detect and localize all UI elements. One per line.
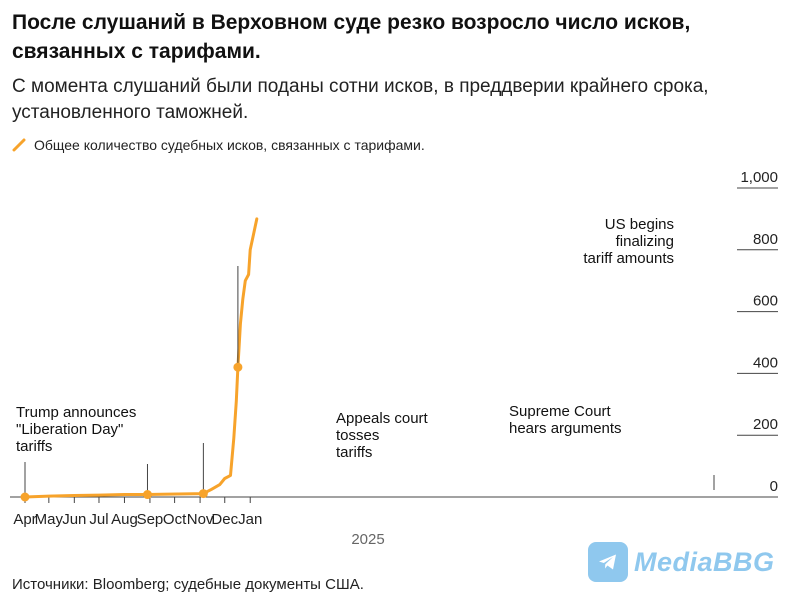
y-tick-label: 400 bbox=[753, 354, 778, 371]
annotation-label: US begins finalizing tariff amounts bbox=[583, 216, 674, 267]
x-tick-label: Aug bbox=[111, 511, 138, 528]
annotation-label-line: "Liberation Day" bbox=[16, 421, 123, 438]
annotation-marker bbox=[142, 490, 152, 500]
annotation-label-line: US begins bbox=[605, 216, 674, 233]
annotation-marker bbox=[198, 489, 208, 499]
annotation-label-line: Trump announces bbox=[16, 404, 136, 421]
x-tick-label: Sep bbox=[137, 511, 164, 528]
legend-label: Общее количество судебных исков, связанн… bbox=[34, 137, 425, 153]
annotation-label: Appeals court tosses tariffs bbox=[336, 410, 429, 461]
source-note: Источники: Bloomberg; судебные документы… bbox=[12, 576, 364, 593]
x-tick-label: Nov bbox=[187, 511, 214, 528]
annotation-label-line: Appeals court bbox=[336, 410, 429, 427]
y-tick-label: 800 bbox=[753, 231, 778, 248]
annotation-label-line: hears arguments bbox=[509, 420, 622, 437]
chart-legend: Общее количество судебных исков, связанн… bbox=[12, 137, 425, 153]
annotation-label-line: tosses bbox=[336, 427, 379, 444]
y-tick-label: 1,000 bbox=[740, 169, 778, 186]
annotation-marker bbox=[20, 492, 30, 502]
telegram-icon bbox=[588, 542, 628, 582]
watermark: MediaBBG bbox=[588, 542, 775, 582]
annotation-label-line: tariffs bbox=[16, 438, 52, 455]
page-subtitle: С момента слушаний были поданы сотни иск… bbox=[12, 76, 709, 123]
y-tick-label: 200 bbox=[753, 416, 778, 433]
x-tick-label: May bbox=[35, 511, 64, 528]
annotation-marker bbox=[233, 362, 243, 372]
annotation-label-line: tariff amounts bbox=[583, 250, 674, 267]
x-tick-label: Dec bbox=[211, 511, 238, 528]
y-tick-label: 0 bbox=[770, 478, 778, 495]
x-year-label: 2025 bbox=[351, 531, 384, 548]
x-tick-label: Apr bbox=[13, 511, 36, 528]
annotation-label-line: tariffs bbox=[336, 444, 372, 461]
x-tick-label: Oct bbox=[163, 511, 187, 528]
annotation-label-line: Supreme Court bbox=[509, 403, 612, 420]
annotation-label: Trump announces "Liberation Day" tariffs bbox=[16, 404, 136, 455]
x-tick-label: Jan bbox=[238, 511, 262, 528]
y-tick-label: 600 bbox=[753, 293, 778, 310]
page-title: После слушаний в Верховном суде резко во… bbox=[12, 11, 691, 63]
x-tick-label: Jun bbox=[62, 511, 86, 528]
x-tick-label: Jul bbox=[89, 511, 108, 528]
series-line bbox=[23, 217, 259, 499]
legend-line-icon bbox=[12, 138, 26, 152]
watermark-text: MediaBBG bbox=[634, 546, 775, 577]
annotation-label: Supreme Court hears arguments bbox=[509, 403, 622, 437]
annotation-label-line: finalizing bbox=[616, 233, 674, 250]
